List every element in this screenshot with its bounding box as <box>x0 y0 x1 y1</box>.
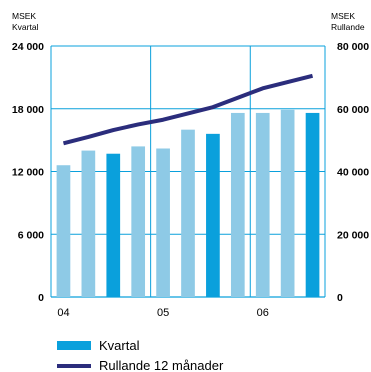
bar <box>156 148 170 297</box>
left-tick-label: 18 000 <box>12 104 44 116</box>
x-tick-label: 05 <box>157 307 169 319</box>
bar <box>306 113 320 297</box>
x-axis-ticks: 04 05 06 <box>57 307 269 319</box>
bar <box>57 165 71 297</box>
right-axis-ticks: 0 20 000 40 000 60 000 80 000 <box>337 41 369 304</box>
bar <box>281 110 295 297</box>
legend-label-kvartal: Kvartal <box>99 338 140 353</box>
left-axis-ticks: 0 6 000 12 000 18 000 24 000 <box>12 41 44 304</box>
right-axis-title: Rullande <box>331 22 365 32</box>
bar <box>181 130 195 297</box>
bar <box>206 134 220 297</box>
legend-label-rullande: Rullande 12 månader <box>99 358 224 372</box>
bar <box>106 154 120 297</box>
right-tick-label: 0 <box>337 292 343 304</box>
x-tick-label: 06 <box>257 307 269 319</box>
left-tick-label: 12 000 <box>12 167 44 179</box>
right-tick-label: 20 000 <box>337 229 369 241</box>
left-axis-title: Kvartal <box>12 22 39 32</box>
left-tick-label: 0 <box>38 292 44 304</box>
bar <box>82 151 96 297</box>
bar <box>131 146 145 297</box>
right-tick-label: 40 000 <box>337 167 369 179</box>
left-axis-unit: MSEK <box>12 11 36 21</box>
legend-swatch-kvartal <box>57 341 91 350</box>
right-axis-unit: MSEK <box>331 11 355 21</box>
right-tick-label: 60 000 <box>337 104 369 116</box>
legend: Kvartal Rullande 12 månader <box>57 338 224 372</box>
x-tick-label: 04 <box>57 307 69 319</box>
bar <box>256 113 270 297</box>
left-tick-label: 6 000 <box>18 229 44 241</box>
right-tick-label: 80 000 <box>337 41 369 53</box>
bar <box>231 113 245 297</box>
left-tick-label: 24 000 <box>12 41 44 53</box>
